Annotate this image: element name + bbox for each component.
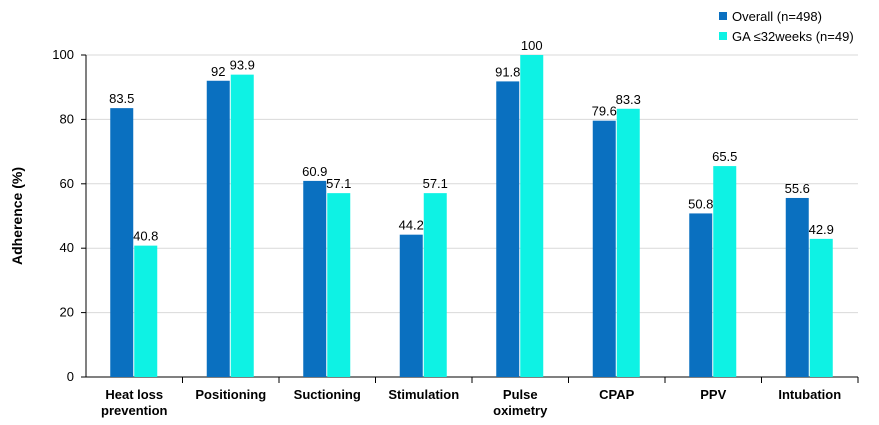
legend-label-ga: GA ≤32weeks (n=49) — [732, 28, 854, 44]
x-tick-label: prevention — [101, 403, 168, 418]
bar — [399, 234, 423, 377]
data-label: 93.9 — [230, 58, 255, 73]
y-axis-label: Adherence (%) — [9, 167, 25, 265]
data-label: 83.3 — [616, 92, 641, 107]
x-tick-label: PPV — [700, 387, 726, 402]
x-tick-label: Stimulation — [388, 387, 459, 402]
bar — [785, 197, 809, 377]
data-label: 44.2 — [399, 218, 424, 233]
x-tick-label: Positioning — [195, 387, 266, 402]
data-label: 57.1 — [326, 176, 351, 191]
y-tick-label: 60 — [60, 176, 74, 191]
x-tick-label: Suctioning — [294, 387, 361, 402]
x-tick-label: Heat loss — [105, 387, 163, 402]
data-label: 100 — [521, 38, 543, 53]
legend-label-overall: Overall (n=498) — [732, 8, 822, 24]
x-tick-label: Intubation — [778, 387, 841, 402]
bar — [327, 193, 351, 377]
bar — [110, 108, 134, 377]
legend-swatch-overall — [719, 12, 727, 20]
x-tick-label: CPAP — [599, 387, 634, 402]
bar — [689, 213, 713, 377]
y-tick-label: 100 — [52, 47, 74, 62]
data-label: 42.9 — [809, 222, 834, 237]
legend-item-ga: GA ≤32weeks (n=49) — [719, 26, 854, 46]
bar — [496, 81, 520, 378]
x-tick-label: oximetry — [493, 403, 548, 418]
bar — [134, 245, 158, 377]
bar — [230, 74, 254, 377]
data-label: 65.5 — [712, 149, 737, 164]
data-label: 91.8 — [495, 64, 520, 79]
bar — [809, 238, 833, 377]
legend-item-overall: Overall (n=498) — [719, 6, 854, 26]
data-label: 55.6 — [785, 181, 810, 196]
data-label: 79.6 — [592, 104, 617, 119]
data-label: 60.9 — [302, 164, 327, 179]
legend: Overall (n=498) GA ≤32weeks (n=49) const… — [719, 6, 854, 46]
legend-swatch-ga — [719, 32, 727, 40]
bar — [713, 166, 737, 377]
data-label: 83.5 — [109, 91, 134, 106]
bar — [303, 180, 327, 377]
data-label: 40.8 — [133, 229, 158, 244]
y-tick-label: 0 — [67, 369, 74, 384]
y-tick-label: 20 — [60, 305, 74, 320]
y-tick-label: 40 — [60, 240, 74, 255]
bar — [206, 80, 230, 377]
bar — [423, 193, 447, 377]
data-label: 92 — [211, 64, 225, 79]
bar — [616, 108, 640, 378]
y-tick-label: 80 — [60, 111, 74, 126]
bar — [592, 120, 616, 378]
bar — [520, 55, 544, 377]
data-label: 57.1 — [423, 176, 448, 191]
x-tick-label: Pulse — [503, 387, 538, 402]
data-label: 50.8 — [688, 196, 713, 211]
